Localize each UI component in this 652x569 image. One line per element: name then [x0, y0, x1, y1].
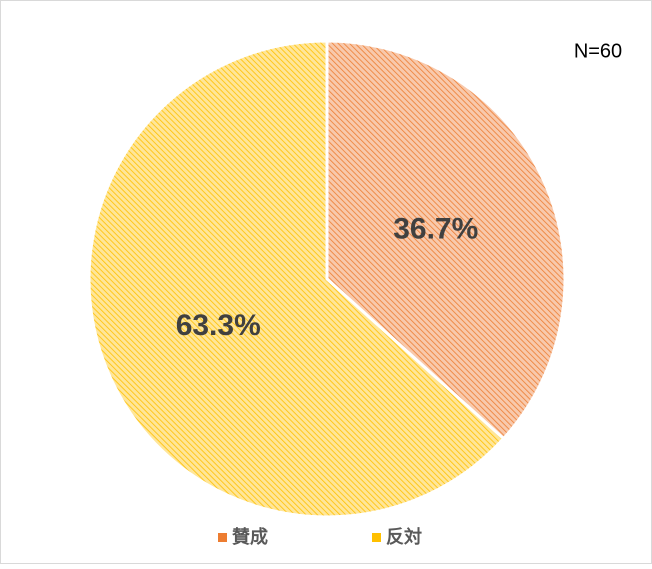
data-label: 36.7% [393, 213, 478, 246]
pie-slice [325, 39, 567, 441]
legend-label: 反対 [386, 526, 422, 547]
annotation: N=60 [574, 40, 622, 62]
legend-swatch [218, 533, 227, 542]
legend-swatch [372, 533, 381, 542]
data-label: 63.3% [176, 309, 261, 342]
pie-slice [87, 39, 506, 519]
legend-label: 賛成 [232, 526, 268, 547]
